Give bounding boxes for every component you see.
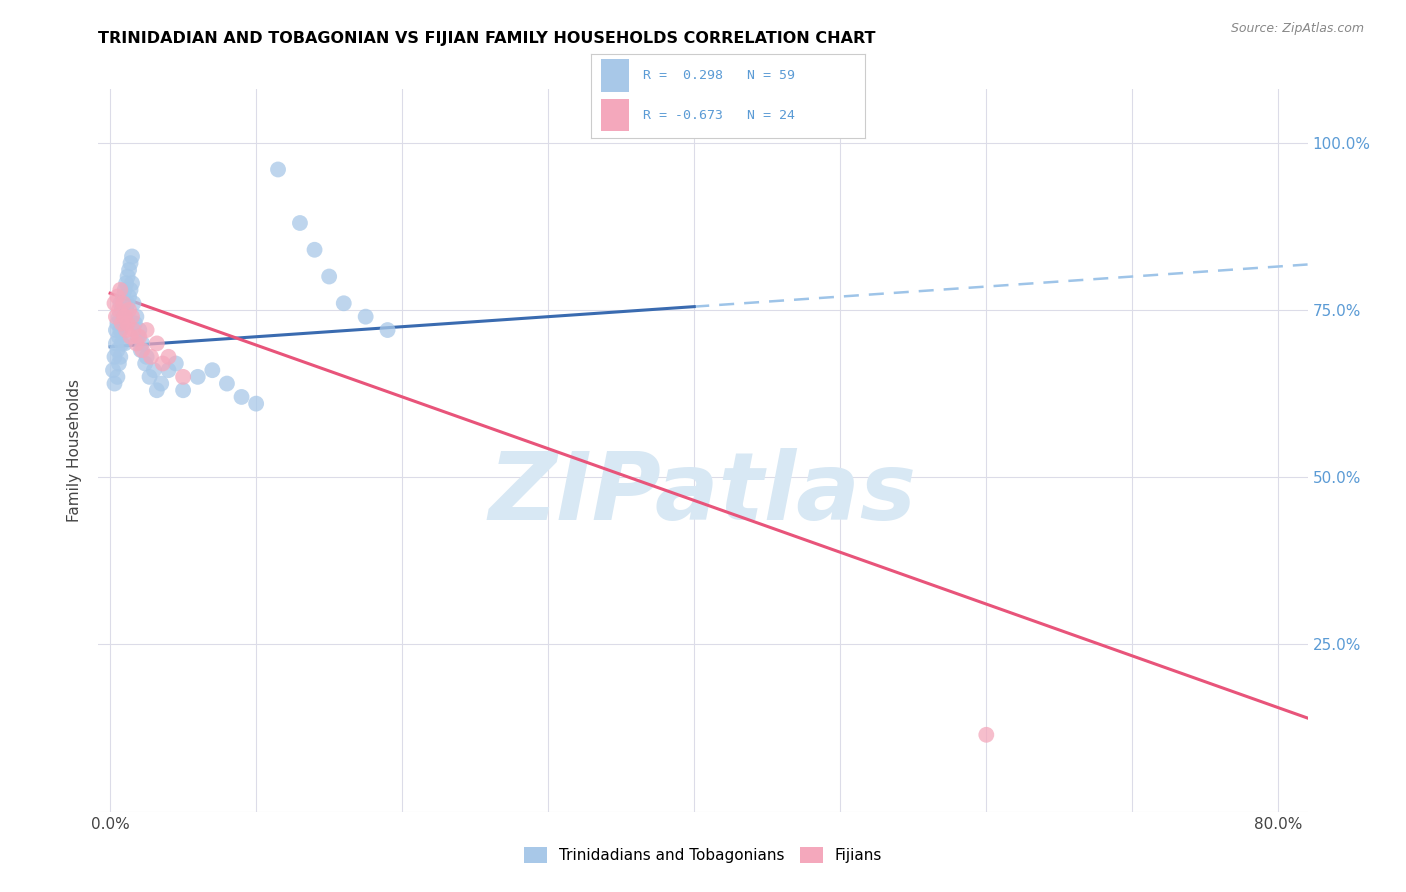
Text: TRINIDADIAN AND TOBAGONIAN VS FIJIAN FAMILY HOUSEHOLDS CORRELATION CHART: TRINIDADIAN AND TOBAGONIAN VS FIJIAN FAM… <box>98 31 876 46</box>
Point <box>108 356 131 371</box>
Point <box>128 323 150 337</box>
Point <box>111 317 134 331</box>
Point <box>125 310 148 324</box>
Point <box>152 356 174 371</box>
Point <box>120 256 142 270</box>
Point <box>135 323 157 337</box>
Point <box>104 323 127 337</box>
Point <box>172 369 194 384</box>
Point <box>377 323 399 337</box>
Point <box>157 350 180 364</box>
Point <box>122 296 145 310</box>
Point <box>118 289 141 303</box>
Point <box>118 303 141 318</box>
Point <box>124 317 146 331</box>
Point <box>125 336 148 351</box>
Point <box>157 363 180 377</box>
Point <box>112 317 135 331</box>
Point <box>103 350 125 364</box>
Point <box>122 323 145 337</box>
Point <box>108 330 131 344</box>
Point <box>127 330 149 344</box>
Point <box>135 350 157 364</box>
Point <box>107 317 129 331</box>
Point <box>304 243 326 257</box>
Point <box>110 323 132 337</box>
Point <box>107 343 129 358</box>
Point <box>146 336 169 351</box>
Text: Source: ZipAtlas.com: Source: ZipAtlas.com <box>1230 22 1364 36</box>
Point <box>117 296 139 310</box>
Point <box>118 263 141 277</box>
Point <box>187 369 209 384</box>
Point <box>121 250 143 264</box>
Text: R =  0.298   N = 59: R = 0.298 N = 59 <box>643 69 794 82</box>
Point <box>114 310 136 324</box>
Point <box>142 363 165 377</box>
Point <box>165 356 187 371</box>
Point <box>138 369 160 384</box>
Point <box>146 384 169 398</box>
Point <box>107 369 129 384</box>
Point <box>114 283 136 297</box>
Point <box>115 277 138 291</box>
Point <box>120 330 142 344</box>
Point <box>103 296 125 310</box>
Point <box>150 376 173 391</box>
Point <box>318 269 340 284</box>
Point <box>128 330 150 344</box>
Y-axis label: Family Households: Family Households <box>67 379 83 522</box>
Point <box>101 363 124 377</box>
Point <box>114 336 136 351</box>
Point <box>120 283 142 297</box>
Point <box>115 303 138 318</box>
Point <box>108 303 131 318</box>
Point <box>172 384 194 398</box>
Point <box>201 363 224 377</box>
Point <box>115 323 138 337</box>
Point <box>104 310 127 324</box>
Point <box>110 296 132 310</box>
Point <box>111 336 134 351</box>
Point <box>332 296 354 310</box>
Point <box>215 376 238 391</box>
Point <box>131 343 153 358</box>
Point <box>974 728 997 742</box>
Point <box>288 216 311 230</box>
Point <box>129 343 152 358</box>
Legend: Trinidadians and Tobagonians, Fijians: Trinidadians and Tobagonians, Fijians <box>517 841 889 869</box>
Point <box>112 289 135 303</box>
Point <box>108 310 131 324</box>
Point <box>139 350 162 364</box>
Point <box>103 376 125 391</box>
Point <box>117 269 139 284</box>
Point <box>245 396 267 410</box>
Point <box>117 317 139 331</box>
Point <box>121 310 143 324</box>
Point <box>110 350 132 364</box>
Point <box>104 336 127 351</box>
Point <box>131 336 153 351</box>
Point <box>112 296 135 310</box>
Point <box>354 310 377 324</box>
Point <box>111 303 134 318</box>
Point <box>107 289 129 303</box>
Point <box>114 310 136 324</box>
Point <box>267 162 290 177</box>
Text: ZIPatlas: ZIPatlas <box>489 448 917 540</box>
Bar <box>602 60 628 92</box>
Point <box>110 283 132 297</box>
Point <box>231 390 253 404</box>
Text: R = -0.673   N = 24: R = -0.673 N = 24 <box>643 109 794 122</box>
Bar <box>602 99 628 131</box>
Point <box>134 356 156 371</box>
Point <box>121 277 143 291</box>
